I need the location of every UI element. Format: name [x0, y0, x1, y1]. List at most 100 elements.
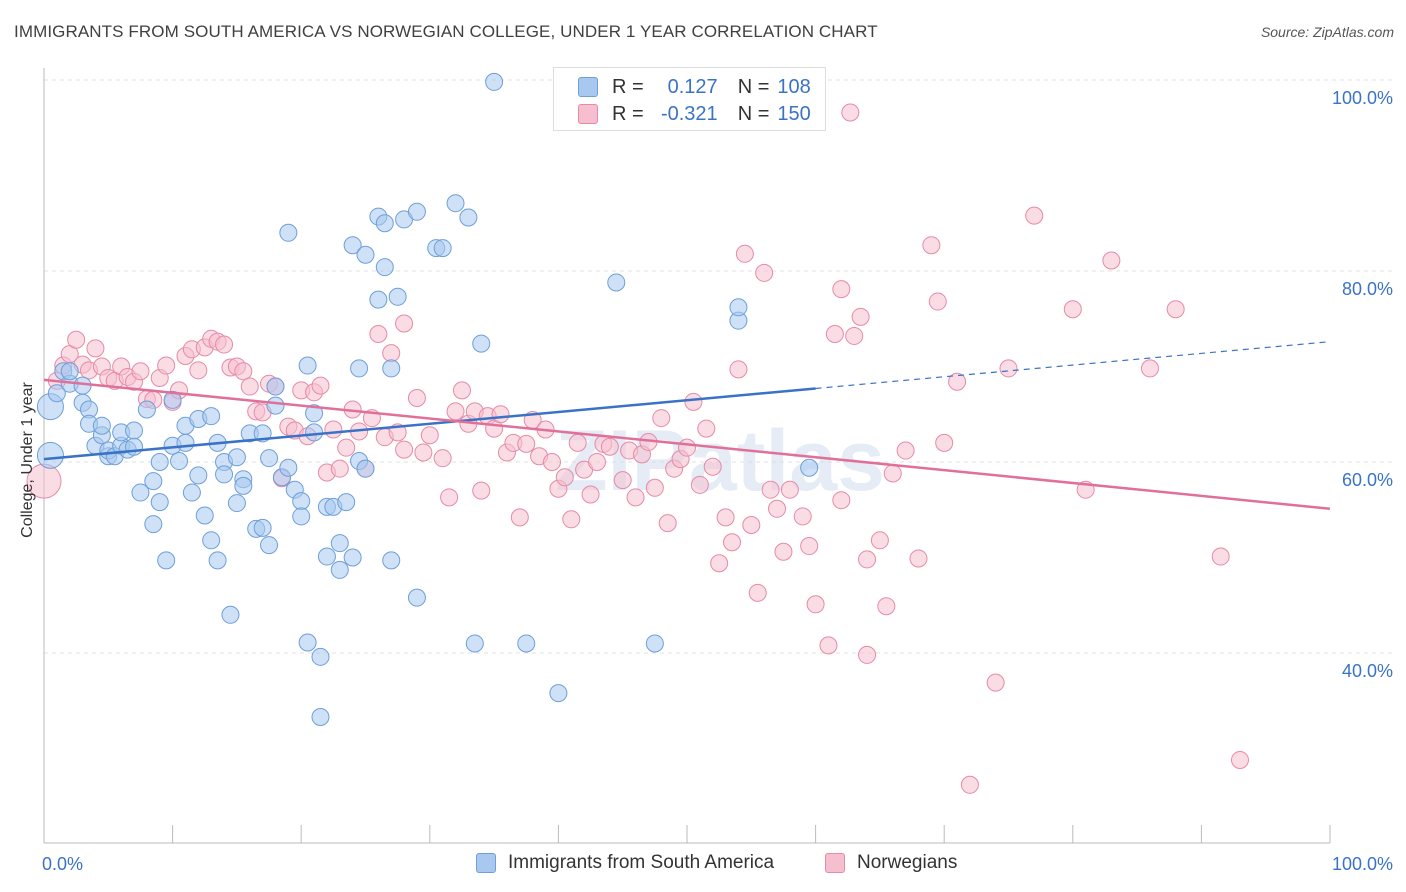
data-point-norwegians: [806, 595, 825, 614]
data-point-norwegians: [568, 433, 587, 452]
data-point-norwegians: [215, 335, 234, 354]
data-point-immigrants: [459, 208, 478, 227]
data-point-immigrants: [227, 494, 246, 513]
data-point-immigrants: [330, 560, 349, 579]
data-point-norwegians: [157, 356, 176, 375]
data-point-norwegians: [845, 326, 864, 345]
data-point-immigrants: [73, 376, 92, 395]
data-point-immigrants: [279, 458, 298, 477]
data-point-immigrants: [549, 684, 568, 703]
data-point-norwegians: [690, 475, 709, 494]
data-point-immigrants: [729, 298, 748, 317]
data-point-norwegians: [414, 443, 433, 462]
data-point-immigrants: [382, 551, 401, 570]
data-point-immigrants: [517, 634, 536, 653]
legend-r-label: R =: [612, 75, 644, 98]
legend-n-label: N =: [737, 75, 770, 98]
data-point-norwegians: [472, 481, 491, 500]
data-point-norwegians: [832, 491, 851, 510]
data-point-norwegians: [729, 360, 748, 379]
data-point-immigrants: [298, 633, 317, 652]
legend-swatch-pink: [578, 104, 598, 124]
legend-item-norwegians[interactable]: Norwegians: [825, 852, 957, 874]
data-point-immigrants: [137, 400, 156, 419]
data-point-norwegians: [1140, 359, 1159, 378]
data-point-immigrants: [472, 334, 491, 353]
data-point-norwegians: [1230, 750, 1249, 769]
data-point-norwegians: [1102, 251, 1121, 270]
data-point-norwegians: [562, 510, 581, 529]
data-point-immigrants: [388, 287, 407, 306]
data-point-norwegians: [800, 537, 819, 556]
data-point-immigrants: [92, 416, 111, 435]
data-point-immigrants: [195, 506, 214, 525]
data-point-norwegians: [131, 362, 150, 381]
data-point-immigrants: [253, 518, 272, 537]
legend-r-value: -0.321: [660, 102, 718, 125]
data-point-norwegians: [819, 636, 838, 655]
data-point-norwegians: [433, 449, 452, 468]
chart-title: IMMIGRANTS FROM SOUTH AMERICA VS NORWEGI…: [14, 22, 878, 41]
data-point-immigrants: [446, 194, 465, 213]
y-tick-label: 60.0%: [1342, 470, 1393, 490]
data-point-norwegians: [723, 533, 742, 552]
data-point-norwegians: [761, 480, 780, 499]
data-point-norwegians: [793, 507, 812, 526]
data-point-norwegians: [748, 583, 767, 602]
data-point-immigrants: [330, 534, 349, 553]
data-point-immigrants: [144, 472, 163, 491]
data-point-norwegians: [986, 673, 1005, 692]
data-point-norwegians: [684, 392, 703, 411]
data-point-norwegians: [645, 478, 664, 497]
data-point-immigrants: [292, 492, 311, 511]
legend-row-pink: R = -0.321 N = 150: [578, 101, 811, 127]
data-point-immigrants: [375, 258, 394, 277]
legend-r-label: R =: [612, 102, 644, 125]
series-legend: Immigrants from South America Norwegians: [0, 852, 1406, 878]
legend-row-blue: R = 0.127 N = 108: [578, 74, 811, 100]
data-point-norwegians: [1025, 206, 1044, 225]
legend-item-immigrants[interactable]: Immigrants from South America: [476, 852, 774, 874]
data-point-immigrants: [407, 202, 426, 221]
data-point-immigrants: [208, 551, 227, 570]
data-point-norwegians: [774, 542, 793, 561]
data-point-immigrants: [645, 634, 664, 653]
data-point-immigrants: [369, 290, 388, 309]
legend-n-value: 108: [777, 75, 811, 98]
data-point-immigrants: [189, 466, 208, 485]
data-point-immigrants: [182, 483, 201, 502]
data-point-norwegians: [652, 409, 671, 428]
data-point-norwegians: [697, 419, 716, 438]
data-point-immigrants: [292, 507, 311, 526]
data-point-norwegians: [768, 499, 787, 518]
data-point-immigrants: [150, 493, 169, 512]
data-point-immigrants: [350, 359, 369, 378]
data-point-immigrants: [260, 449, 279, 468]
data-point-norwegians: [324, 420, 343, 439]
data-point-norwegians: [491, 405, 510, 424]
x-tick-label: 100.0%: [1332, 854, 1393, 874]
data-point-norwegians: [542, 453, 561, 471]
data-point-norwegians: [858, 550, 877, 569]
data-point-immigrants: [234, 476, 253, 495]
data-point-norwegians: [703, 457, 722, 476]
data-point-immigrants: [337, 493, 356, 512]
data-point-norwegians: [1063, 300, 1082, 319]
data-point-norwegians: [67, 330, 86, 349]
data-point-immigrants: [36, 441, 64, 469]
data-point-norwegians: [928, 292, 947, 311]
data-point-norwegians: [581, 485, 600, 504]
data-point-immigrants: [311, 707, 330, 726]
data-point-immigrants: [125, 421, 144, 440]
data-point-norwegians: [395, 314, 414, 333]
data-point-norwegians: [600, 437, 619, 456]
data-point-norwegians: [440, 488, 459, 507]
data-point-norwegians: [510, 508, 529, 527]
data-point-norwegians: [851, 307, 870, 326]
data-point-norwegians: [877, 597, 896, 616]
data-point-norwegians: [825, 325, 844, 344]
data-point-immigrants: [266, 396, 285, 415]
data-point-immigrants: [800, 458, 819, 477]
data-point-immigrants: [356, 459, 375, 478]
data-point-norwegians: [909, 549, 928, 568]
